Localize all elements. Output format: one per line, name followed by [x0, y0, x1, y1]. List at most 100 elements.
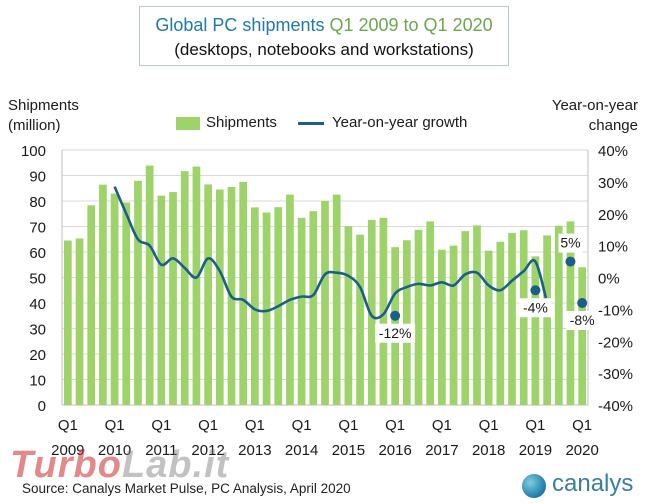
y-tick-label-left: 80 [29, 194, 46, 211]
y-tick-label-left: 30 [29, 322, 46, 339]
bar [134, 180, 142, 405]
bar [438, 249, 446, 405]
bar [473, 225, 481, 405]
x-tick-label-year: 2016 [378, 442, 411, 459]
bar [356, 234, 364, 405]
bar [578, 267, 587, 405]
bar [63, 240, 72, 405]
x-tick-label-year: 2014 [285, 442, 318, 459]
bar [145, 165, 154, 405]
y-axis-right-label-line2: change [588, 117, 638, 134]
canalys-logo-icon [522, 474, 546, 498]
bar [519, 230, 528, 405]
x-tick-label-quarter: Q1 [245, 417, 265, 434]
legend-bar-swatch [176, 117, 200, 130]
y-axis-left-label-line2: (million) [8, 117, 61, 134]
bar [180, 171, 189, 405]
y-tick-label-left: 100 [21, 143, 46, 160]
chart-title-part1: Global PC shipments [155, 15, 325, 35]
bar [297, 217, 306, 405]
y-tick-label-right: -40% [598, 398, 633, 415]
logo-text: canalys [552, 470, 634, 497]
x-tick-label-year: 2015 [332, 442, 365, 459]
bar [239, 181, 248, 405]
y-tick-label-right: 40% [598, 143, 628, 160]
x-tick-label-quarter: Q1 [292, 417, 312, 434]
x-tick-label-quarter: Q1 [105, 417, 125, 434]
x-tick-label-quarter: Q1 [385, 417, 405, 434]
y-tick-label-left: 20 [29, 347, 46, 364]
x-tick-label-year: 2020 [565, 442, 598, 459]
legend-label-growth: Year-on-year growth [332, 114, 468, 131]
annotation-label: -12% [379, 325, 412, 341]
bar [554, 225, 563, 405]
bar [461, 231, 470, 405]
bar [543, 235, 551, 405]
x-tick-label-year: 2010 [98, 442, 131, 459]
growth-marker [565, 256, 576, 267]
bar [157, 195, 166, 405]
annotation-bg [566, 311, 599, 330]
legend-line-swatch [298, 122, 324, 125]
y-tick-label-left: 90 [29, 169, 46, 186]
y-tick-label-right: 30% [598, 175, 628, 192]
x-tick-label-quarter: Q1 [479, 417, 499, 434]
y-tick-label-right: 20% [598, 207, 628, 224]
source-note: Source: Canalys Market Pulse, PC Analysi… [22, 481, 351, 496]
y-axis-right-label-line1: Year-on-year [551, 97, 638, 114]
annotation-label: -8% [570, 312, 595, 328]
chart-title: Global PC shipments Q1 2009 to Q1 2020 [140, 15, 508, 36]
x-tick-label-year: 2011 [145, 442, 177, 459]
bar [449, 245, 458, 405]
x-tick-label-year: 2012 [191, 442, 224, 459]
bar [414, 229, 423, 405]
x-tick-label-quarter: Q1 [432, 417, 452, 434]
bar [87, 205, 96, 405]
bar [484, 250, 493, 405]
annotation-bg [519, 298, 552, 318]
bar [251, 207, 259, 405]
bar [321, 201, 329, 405]
bar [192, 166, 201, 405]
growth-marker [577, 298, 588, 308]
x-tick-label-quarter: Q1 [338, 417, 358, 434]
x-tick-label-quarter: Q1 [198, 417, 218, 434]
bar [204, 184, 212, 405]
bar [309, 211, 318, 405]
growth-marker [390, 310, 401, 321]
bar [508, 232, 516, 405]
legend-label-shipments: Shipments [206, 114, 277, 131]
bar [215, 189, 224, 405]
bar [496, 241, 505, 405]
chart-title-box: Global PC shipments Q1 2009 to Q1 2020 (… [139, 6, 509, 66]
bar [402, 240, 411, 405]
y-tick-label-right: 0% [598, 271, 620, 288]
chart-subtitle: (desktops, notebooks and workstations) [174, 40, 474, 59]
y-axis-right-label: Year-on-year change [552, 96, 638, 136]
bar [379, 217, 388, 405]
x-tick-label-year: 2009 [51, 442, 84, 459]
watermark-part2: Lab.it [121, 444, 230, 486]
growth-marker [530, 285, 541, 296]
bar [99, 184, 107, 405]
bar [332, 194, 341, 405]
y-tick-label-right: -10% [598, 302, 633, 319]
x-tick-label-year: 2018 [472, 442, 505, 459]
y-tick-label-left: 40 [29, 296, 46, 313]
bar [262, 212, 271, 405]
x-tick-label-year: 2019 [519, 442, 552, 459]
y-tick-label-right: -30% [598, 366, 633, 383]
growth-line [113, 186, 549, 320]
chart-title-part2: Q1 2009 to Q1 2020 [329, 15, 493, 35]
y-tick-label-right: -20% [598, 334, 633, 351]
y-tick-label-left: 70 [29, 220, 46, 237]
bar [122, 202, 131, 405]
x-tick-label-year: 2017 [425, 442, 458, 459]
bar [531, 256, 540, 405]
x-tick-label-quarter: Q1 [58, 417, 78, 434]
x-tick-label-quarter: Q1 [151, 417, 171, 434]
y-tick-label-left: 60 [29, 245, 46, 262]
annotation-bg [375, 323, 416, 343]
bar [426, 221, 435, 405]
